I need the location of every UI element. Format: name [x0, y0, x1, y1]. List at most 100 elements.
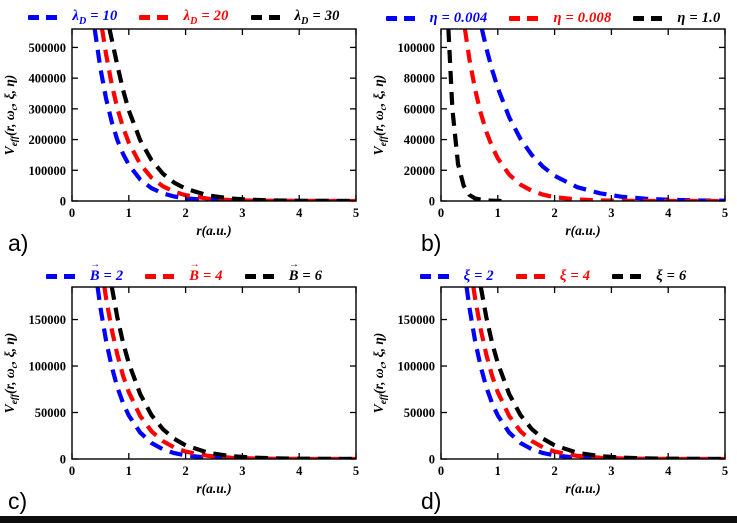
series-path — [464, 287, 725, 459]
legend-item-label: λD = 20 — [183, 8, 229, 27]
series-path — [92, 29, 356, 201]
bottom-border-bar — [0, 516, 737, 523]
legend-item-label: η = 0.008 — [553, 10, 612, 26]
x-tick-label: 2 — [182, 464, 188, 478]
legend-dash-swatch — [633, 16, 670, 21]
legend-item: → B = 2 — [45, 259, 124, 285]
legend-item-label: λD = 30 — [294, 8, 340, 27]
legend-item-label: λD = 10 — [72, 8, 118, 27]
legend-item: η = 1.0 — [633, 10, 720, 27]
plot-area: 0 1 2 3 4 5 0 100000 200000 300000 400000 500000 r(a… — [0, 23, 368, 243]
x-tick-label: 5 — [353, 206, 359, 220]
y-tick-label: 0 — [429, 195, 435, 209]
x-tick-label: 5 — [722, 464, 728, 478]
vector-arrow-icon: → — [289, 259, 300, 270]
y-axis-label: Veff(r, ωc, ξ, η) — [371, 75, 389, 156]
plot-area: 0 1 2 3 4 5 0 50000 100000 150000 r(a.u.) Veff(r, ω… — [0, 281, 368, 501]
series-path — [95, 287, 356, 459]
x-axis-label: r(a.u.) — [565, 223, 600, 238]
x-tick-label: 3 — [608, 206, 614, 220]
panel-b: η = 0.004 η = 0.008 η = 1.0 0 1 2 3 4 5 0 20000 40… — [369, 0, 737, 258]
panel-label: a) — [8, 230, 29, 256]
legend-dash-swatch — [515, 274, 552, 279]
series-path — [471, 287, 725, 459]
legend-item: ξ = 2 — [419, 268, 494, 285]
legend-dash-swatch — [385, 16, 422, 21]
x-tick-label: 4 — [296, 464, 303, 478]
legend-item-label: → B = 6 — [288, 259, 323, 284]
legend-dash-swatch — [419, 274, 456, 279]
x-tick-label: 2 — [551, 464, 557, 478]
plot-frame — [71, 28, 357, 202]
y-tick-label: 300000 — [29, 102, 67, 116]
x-tick-label: 0 — [438, 206, 444, 220]
panel-label: b) — [421, 230, 442, 256]
y-tick-label: 0 — [60, 195, 66, 209]
y-axis-label: Veff(r, ωc, ξ, η) — [2, 333, 20, 414]
legend-item: λD = 10 — [28, 8, 117, 27]
legend-item: η = 0.004 — [385, 10, 488, 27]
y-tick-label: 200000 — [29, 133, 67, 147]
series-path — [100, 29, 356, 201]
y-tick-label: 0 — [60, 453, 66, 467]
x-tick-label: 1 — [126, 464, 132, 478]
x-tick-label: 0 — [69, 464, 75, 478]
plot-frame — [440, 286, 726, 460]
legend: ξ = 2 ξ = 4 ξ = 6 — [369, 258, 737, 285]
series-path — [478, 287, 725, 459]
x-tick-label: 0 — [69, 206, 75, 220]
legend-item-label: ξ = 6 — [656, 268, 687, 284]
legend: → B = 2 → B = 4 → B = 6 — [0, 258, 368, 285]
legend-item: η = 0.008 — [509, 10, 611, 27]
series-path — [109, 287, 356, 459]
y-tick-label: 150000 — [398, 313, 436, 327]
x-tick-label: 3 — [608, 464, 614, 478]
x-tick-label: 2 — [551, 206, 557, 220]
x-tick-label: 4 — [665, 464, 672, 478]
legend-dash-swatch — [509, 16, 546, 21]
plot-svg: 0 1 2 3 4 5 0 20000 40000 60000 80000 100000 r(a.u.)… — [371, 28, 728, 238]
panel-label: c) — [8, 488, 28, 514]
y-tick-label: 500000 — [29, 41, 67, 55]
legend-item-label: → B = 2 — [89, 259, 124, 284]
y-axis-label: Veff(r, ωc, ξ, η) — [371, 333, 389, 414]
legend-dash-swatch — [612, 274, 649, 279]
plot-svg: 0 1 2 3 4 5 0 100000 200000 300000 400000 500000 r(a… — [2, 28, 359, 238]
x-tick-label: 3 — [239, 206, 245, 220]
legend-dash-swatch — [139, 15, 176, 21]
series-path — [102, 287, 356, 459]
legend-item-label: η = 1.0 — [677, 10, 721, 26]
legend: η = 0.004 η = 0.008 η = 1.0 — [369, 0, 737, 27]
plot-svg: 0 1 2 3 4 5 0 50000 100000 150000 r(a.u.) Veff(r, ω… — [2, 286, 359, 496]
y-tick-label: 400000 — [29, 72, 67, 86]
legend-item: λD = 30 — [250, 8, 340, 27]
x-axis-label: r(a.u.) — [196, 223, 231, 238]
y-tick-label: 100000 — [29, 360, 67, 374]
legend-item: → B = 6 — [244, 259, 323, 285]
plot-area: 0 1 2 3 4 5 0 50000 100000 150000 r(a.u.) Veff(r, ω… — [369, 281, 737, 501]
legend-item-label: ξ = 2 — [463, 268, 494, 284]
series-path — [479, 29, 725, 201]
y-tick-label: 100000 — [29, 164, 67, 178]
legend-dash-swatch — [244, 274, 281, 279]
vector-arrow-icon: → — [189, 259, 200, 270]
x-tick-label: 1 — [495, 206, 501, 220]
x-axis-label: r(a.u.) — [196, 481, 231, 496]
plot-frame — [440, 28, 726, 202]
legend-item-label: ξ = 4 — [559, 268, 591, 284]
panel-d: ξ = 2 ξ = 4 ξ = 6 0 1 2 3 4 5 0 50000 100000 150000… — [369, 258, 737, 516]
y-tick-label: 100000 — [398, 41, 436, 55]
x-tick-label: 1 — [126, 206, 132, 220]
x-tick-label: 5 — [353, 464, 359, 478]
y-tick-label: 0 — [429, 453, 435, 467]
y-axis-label: Veff(r, ωc, ξ, η) — [2, 75, 20, 156]
legend-item: → B = 4 — [145, 259, 223, 285]
series-path — [462, 29, 725, 201]
legend-item: λD = 20 — [139, 8, 228, 27]
legend-item-label: → B = 4 — [189, 259, 223, 284]
x-tick-label: 4 — [665, 206, 672, 220]
legend-dash-swatch — [45, 274, 82, 279]
legend-dash-swatch — [250, 15, 287, 21]
legend-item: ξ = 6 — [612, 268, 686, 285]
